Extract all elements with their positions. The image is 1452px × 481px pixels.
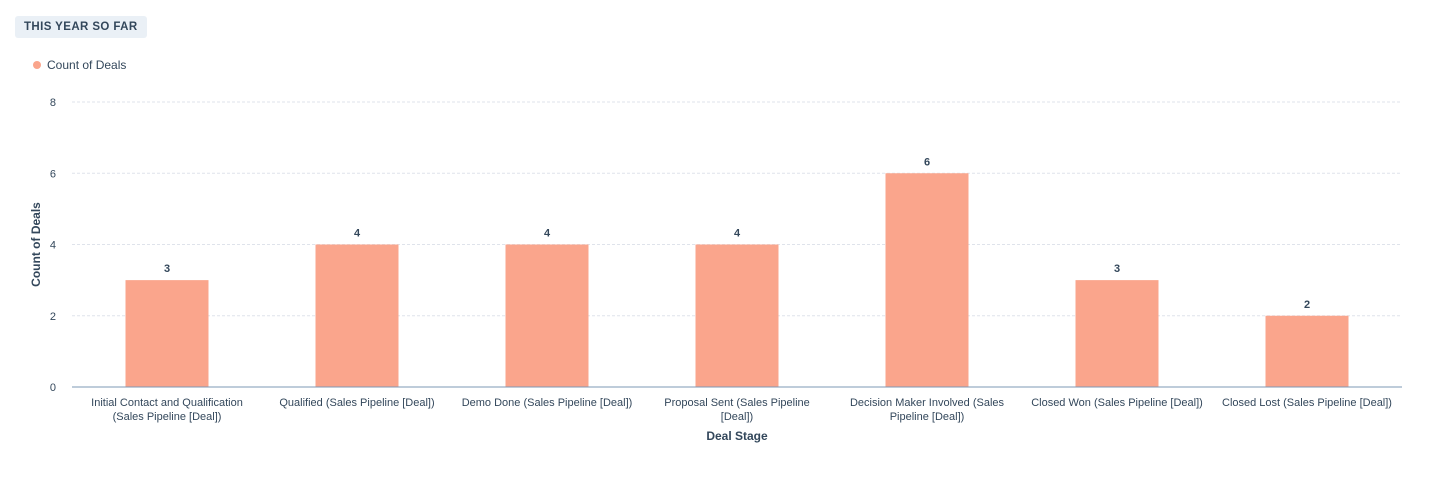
y-tick-label: 0	[50, 382, 56, 394]
chart-legend[interactable]: Count of Deals	[33, 58, 126, 72]
data-label: 3	[1114, 263, 1120, 275]
x-tick-label: Closed Won (Sales Pipeline [Deal])	[1031, 397, 1203, 409]
data-label: 4	[734, 228, 741, 240]
bar[interactable]	[1265, 315, 1349, 387]
y-tick-label: 2	[50, 311, 56, 323]
bar[interactable]	[505, 244, 589, 388]
data-label: 6	[924, 156, 930, 168]
bar[interactable]	[1075, 280, 1159, 387]
y-tick-label: 8	[50, 97, 56, 109]
x-tick-label: Decision Maker Involved (Sales Pipeline […	[850, 397, 1005, 423]
x-tick-label: Demo Done (Sales Pipeline [Deal])	[462, 397, 633, 409]
bar[interactable]	[885, 173, 969, 387]
bar[interactable]	[695, 244, 779, 388]
y-axis-title: Count of Deals	[29, 202, 43, 287]
data-label: 4	[544, 228, 551, 240]
y-tick-label: 4	[50, 240, 56, 252]
data-label: 2	[1304, 299, 1310, 311]
data-label: 4	[354, 228, 361, 240]
legend-label: Count of Deals	[47, 58, 127, 72]
bar[interactable]	[315, 244, 399, 388]
y-tick-label: 6	[50, 168, 56, 180]
date-range-badge: THIS YEAR SO FAR	[15, 16, 147, 38]
x-tick-label: Qualified (Sales Pipeline [Deal])	[279, 397, 434, 409]
bar[interactable]	[125, 280, 209, 387]
x-tick-label: Proposal Sent (Sales Pipeline [Deal])	[664, 397, 810, 423]
data-label: 3	[164, 263, 170, 275]
x-tick-label: Closed Lost (Sales Pipeline [Deal])	[1222, 397, 1392, 409]
date-range-label: THIS YEAR SO FAR	[24, 21, 138, 33]
legend-swatch	[33, 61, 41, 69]
x-tick-label: Initial Contact and Qualification (Sales …	[91, 397, 243, 423]
x-axis-title: Deal Stage	[706, 429, 768, 443]
